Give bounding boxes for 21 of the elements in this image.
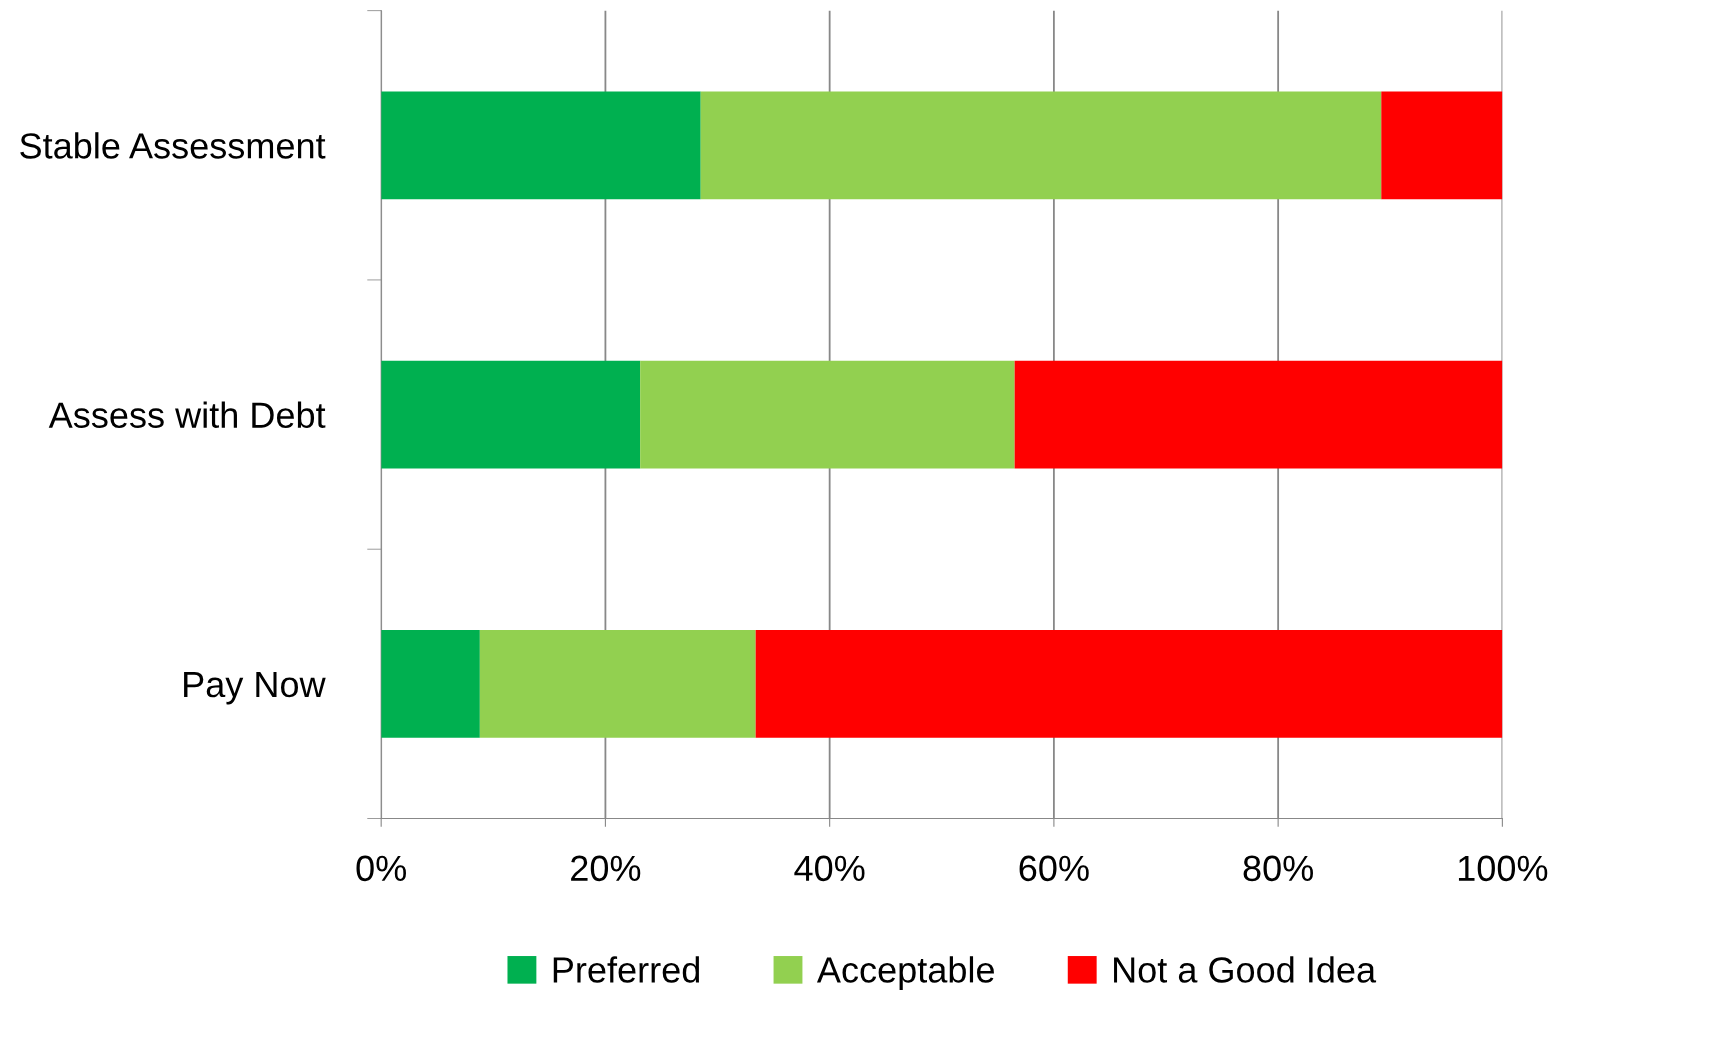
bar	[1381, 91, 1503, 200]
x-tick-label: 0%	[356, 855, 406, 882]
x-tick-label: 20%	[571, 855, 641, 882]
y-tick-label: Assess with Debt	[48, 401, 326, 429]
y-tick-label: Stable Assessment	[20, 132, 326, 159]
bar	[381, 360, 641, 469]
y-tick-label: Pay Now	[184, 672, 326, 705]
bar	[1014, 360, 1503, 469]
bar	[479, 630, 756, 738]
legend-label: Preferred	[553, 956, 700, 983]
bar	[640, 360, 1015, 469]
bar	[700, 91, 1382, 200]
x-tick-label: 60%	[1019, 855, 1089, 882]
x-tick-label: 100%	[1458, 855, 1548, 882]
x-tick-label: 40%	[794, 855, 865, 882]
legend-label: Acceptable	[816, 956, 994, 990]
bar	[755, 630, 1503, 738]
legend-label: Not a Good Idea	[1114, 956, 1377, 983]
bar	[381, 630, 480, 738]
bar	[381, 91, 701, 200]
x-tick-label: 80%	[1243, 855, 1313, 882]
